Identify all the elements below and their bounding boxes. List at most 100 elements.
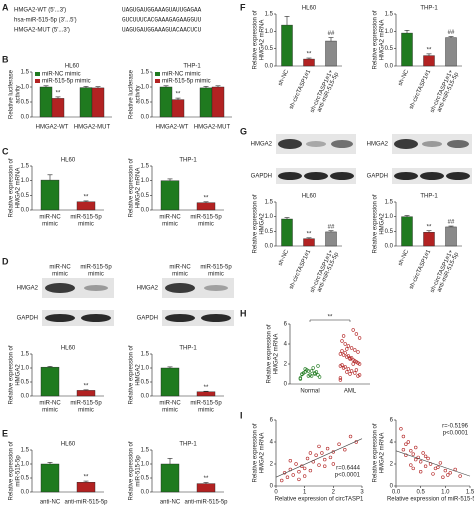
point — [399, 427, 403, 431]
bar — [281, 24, 293, 67]
error-bar — [284, 217, 290, 220]
point — [411, 452, 415, 456]
error-bar — [404, 215, 410, 217]
point — [340, 339, 344, 343]
legend-label: miR-NC mimic — [162, 72, 201, 78]
significance: ** — [307, 231, 312, 237]
error-bar — [328, 37, 334, 42]
chart-title: THP-1 — [179, 442, 197, 448]
y-axis-label: Relative expression ofHMGA2 — [128, 345, 141, 404]
x-tick-label: sh-circTASP1#1+anti-miR-515-5p — [309, 68, 340, 116]
point — [354, 332, 359, 336]
point — [346, 354, 351, 358]
band — [278, 139, 302, 149]
y-axis-label: Relative luciferaseactivity — [8, 69, 21, 119]
bar — [91, 87, 105, 118]
text-line: Relative expression of — [128, 345, 134, 404]
point — [338, 378, 343, 382]
y-tick-label: 0.0 — [21, 394, 30, 400]
y-tick-label: 1.0 — [141, 178, 150, 184]
x-tick-label: anti-miR-515-5p — [184, 500, 228, 506]
point — [416, 455, 420, 460]
bar — [171, 99, 185, 118]
chart-title: THP-1 — [420, 194, 438, 200]
x-tick-label: anti-NC — [40, 500, 61, 506]
bar — [40, 179, 60, 211]
text-line: miR-515-5p — [15, 455, 21, 487]
point — [343, 351, 347, 355]
text-line: miR-515-5p — [190, 400, 222, 406]
point — [348, 372, 352, 376]
x-tick-label: sh-NC — [278, 248, 291, 267]
text-line: Relative expression of — [252, 10, 258, 69]
error-bar — [83, 389, 89, 391]
point — [298, 376, 303, 380]
y-tick-label: 0.0 — [141, 208, 150, 214]
band — [45, 283, 75, 293]
point — [323, 464, 327, 468]
y-tick-label: 1.0 — [385, 214, 394, 220]
y-tick-label: 0.5 — [141, 193, 150, 199]
bar — [199, 87, 213, 118]
point — [302, 466, 307, 471]
text-line: activity — [15, 85, 21, 103]
bar — [76, 390, 96, 397]
point — [404, 442, 408, 446]
error-bar — [203, 86, 209, 88]
error-bar — [175, 97, 181, 100]
point — [409, 463, 413, 467]
x-tick-label: sh-circTASP1#1+anti-miR-515-5p — [309, 248, 340, 296]
y-tick-label: 0 — [284, 382, 288, 388]
legend-label: miR-515-5p mimic — [162, 79, 211, 85]
bar — [160, 367, 180, 397]
error-bar — [47, 174, 53, 181]
text-line: miR-NC — [159, 400, 181, 406]
significance: ** — [84, 194, 89, 200]
x-tick-label: sh-circTASP1#1 — [409, 68, 433, 110]
error-bar — [95, 86, 101, 88]
point — [297, 477, 301, 482]
x-tick-label: sh-circTASP1#1+anti-miR-515-5p — [429, 68, 460, 116]
point — [346, 367, 351, 371]
error-bar — [328, 230, 334, 232]
sequence-label: hsa-miR-515-5p (3'...5') — [14, 18, 77, 24]
text-line: mimic — [52, 271, 68, 277]
annotation: p<0.0001 — [335, 473, 361, 479]
blot-row: GAPDH — [251, 174, 272, 180]
bar — [281, 218, 293, 247]
point — [423, 464, 428, 468]
legend-swatch — [155, 79, 160, 83]
panel-letter: G — [240, 126, 247, 136]
x-tick-label: 1.0 — [441, 490, 450, 496]
x-tick-label: HMGA2-WT — [36, 125, 69, 131]
chart-title: HL60 — [302, 194, 317, 200]
point — [404, 453, 408, 457]
y-tick-label: 1.5 — [141, 352, 150, 358]
y-axis-label: Relative luciferaseactivity — [128, 69, 141, 119]
legend-swatch — [155, 72, 160, 76]
blot-row: HMGA2 — [251, 142, 273, 148]
error-bar — [167, 366, 173, 368]
error-bar — [448, 225, 454, 227]
x-tick-label: 0.5 — [416, 490, 425, 496]
point — [345, 347, 349, 351]
x-axis-label: Relative expression of miR-515-5p — [387, 497, 474, 503]
y-tick-label: 1.0 — [265, 29, 274, 35]
text-line: miR-515-5p — [70, 400, 102, 406]
point — [349, 356, 354, 360]
sequence-label: HMGA2-MUT (5'...3') — [14, 28, 70, 34]
point — [338, 364, 343, 368]
significance: ## — [448, 220, 455, 226]
blot-column: miR-515-5p mimic — [200, 264, 232, 277]
point — [313, 372, 317, 376]
x-tick-label: 1.5 — [466, 490, 474, 496]
significance: ** — [56, 90, 61, 96]
y-axis-label: Relative expression ofHMGA2 mRNA — [372, 10, 385, 69]
y-tick-label: 0.0 — [385, 64, 394, 70]
bar — [39, 86, 53, 118]
x-tick-label: anti-miR-515-5p — [64, 500, 108, 506]
y-tick-label: 0.0 — [141, 490, 150, 496]
significance: ** — [84, 475, 89, 481]
text-line: HMGA2 mRNA — [273, 334, 279, 375]
